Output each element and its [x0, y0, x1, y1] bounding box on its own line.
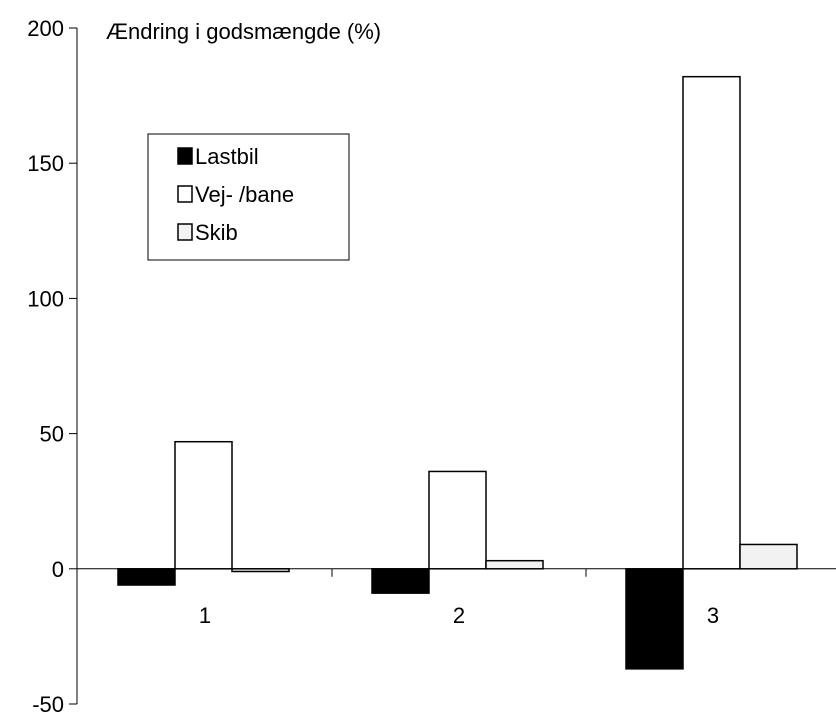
x-axis: 1 2 3 — [77, 568, 836, 628]
y-tick-label: 100 — [27, 286, 64, 311]
bar-lastbil-3 — [625, 568, 684, 670]
chart-title: Ændring i godsmængde (%) — [106, 19, 381, 44]
y-axis: -50 0 50 100 150 200 — [27, 16, 78, 717]
x-category-label: 2 — [453, 603, 465, 628]
x-category-label: 1 — [199, 603, 211, 628]
legend: Lastbil Vej- /bane Skib — [147, 133, 350, 261]
bar-skib-3 — [739, 543, 798, 570]
bar-skib-2 — [485, 559, 544, 570]
x-category-label: 3 — [707, 603, 719, 628]
y-tick-label: 150 — [27, 151, 64, 176]
legend-swatch — [177, 147, 193, 165]
bar-vej-bane-2 — [428, 470, 487, 570]
legend-label: Vej- /bane — [195, 182, 294, 207]
bars — [117, 75, 798, 670]
bar-vej-bane-1 — [174, 440, 233, 570]
bar-lastbil-1 — [117, 568, 176, 586]
legend-swatch — [177, 185, 193, 203]
bar-vej-bane-3 — [682, 75, 741, 570]
legend-label: Lastbil — [195, 144, 259, 169]
y-tick-label: -50 — [32, 692, 64, 717]
bar-skib-1 — [231, 568, 290, 573]
legend-label: Skib — [195, 220, 238, 245]
legend-swatch — [177, 223, 193, 241]
bar-lastbil-2 — [371, 568, 430, 594]
y-tick-label: 0 — [52, 557, 64, 582]
y-tick-label: 200 — [27, 16, 64, 41]
y-tick-label: 50 — [40, 422, 64, 447]
